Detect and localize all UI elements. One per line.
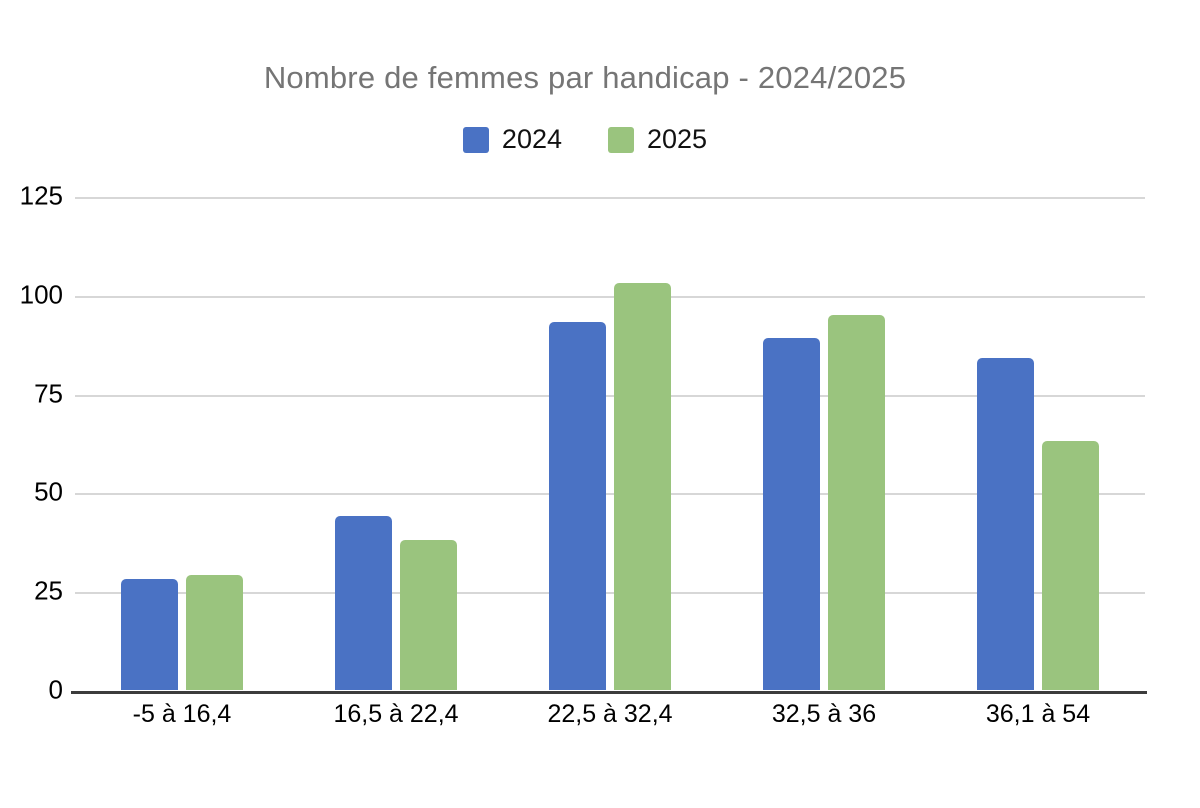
bar-2025 <box>400 539 457 690</box>
plot-area: 0 25 50 75 100 125 <box>20 181 1147 705</box>
bar-group <box>75 196 289 690</box>
x-axis-line <box>71 691 1147 694</box>
bar-2025 <box>186 575 243 690</box>
bar-2024 <box>977 358 1034 690</box>
bar-group <box>931 196 1145 690</box>
gridline <box>75 493 1145 496</box>
bar-2025 <box>614 282 671 690</box>
bar-groups <box>75 196 1145 690</box>
chart-legend: 2024 2025 <box>0 124 1170 155</box>
gridline <box>75 295 1145 298</box>
x-axis-labels: -5 à 16,4 16,5 à 22,4 22,5 à 32,4 32,5 à 36… <box>75 700 1145 729</box>
y-tick-label: 100 <box>19 279 63 310</box>
legend-swatch-2024 <box>462 126 489 153</box>
bar-2025 <box>1042 441 1099 690</box>
chart-title: Nombre de femmes par handicap - 2024/202… <box>263 60 907 95</box>
bar-2025 <box>828 314 885 690</box>
legend-label: 2024 <box>501 124 562 154</box>
bar-2024 <box>763 338 820 690</box>
gridline <box>75 592 1145 595</box>
bar-group <box>289 196 503 690</box>
y-tick-label: 50 <box>34 476 63 507</box>
y-tick-label: 75 <box>34 378 63 409</box>
gridline <box>75 197 1145 199</box>
x-tick-label: 36,1 à 54 <box>985 700 1091 728</box>
bar-group <box>503 196 717 690</box>
x-tick-label: 22,5 à 32,4 <box>547 700 673 728</box>
legend-item-2025: 2025 <box>608 124 707 155</box>
bar-2024 <box>335 516 392 690</box>
y-tick-label: 0 <box>48 674 63 705</box>
x-tick-label: 32,5 à 36 <box>771 700 877 728</box>
bar-2024 <box>549 322 606 690</box>
legend-label: 2025 <box>647 124 708 154</box>
legend-item-2024: 2024 <box>462 124 562 155</box>
bar-2024 <box>121 579 178 690</box>
legend-swatch-2025 <box>608 126 634 153</box>
gridline <box>75 394 1145 397</box>
y-tick-label: 125 <box>19 180 63 211</box>
x-tick-label: -5 à 16,4 <box>132 700 232 728</box>
y-tick-label: 25 <box>34 575 63 606</box>
bar-group <box>717 196 931 690</box>
x-tick-label: 16,5 à 22,4 <box>333 700 459 728</box>
